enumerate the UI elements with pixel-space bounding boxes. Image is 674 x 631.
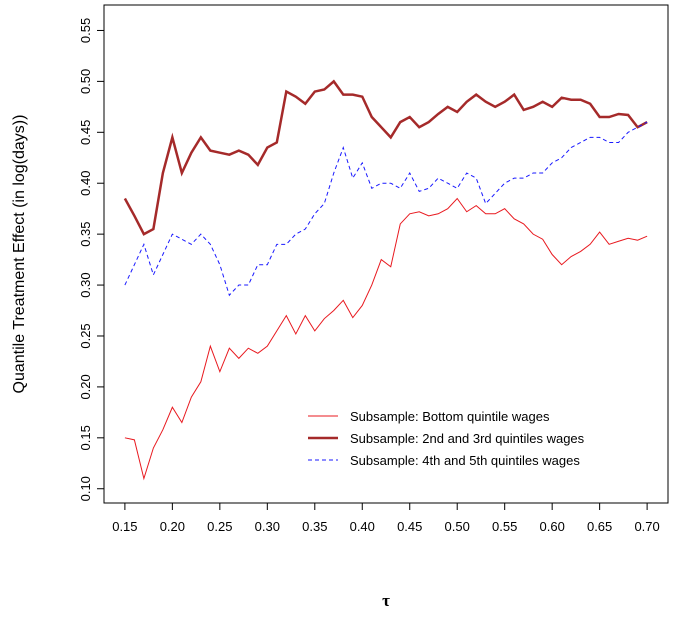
y-tick-label: 0.50 — [78, 69, 93, 94]
y-tick-label: 0.30 — [78, 272, 93, 297]
legend-label: Subsample: Bottom quintile wages — [350, 409, 550, 424]
x-tick-label: 0.15 — [112, 519, 137, 534]
series-line — [124, 121, 648, 297]
x-tick-label: 0.60 — [540, 519, 565, 534]
x-tick-label: 0.40 — [350, 519, 375, 534]
x-axis-label: τ — [382, 591, 390, 610]
y-tick-label: 0.40 — [78, 171, 93, 196]
y-tick-label: 0.10 — [78, 476, 93, 501]
y-tick-label: 0.45 — [78, 120, 93, 145]
x-tick-label: 0.35 — [302, 519, 327, 534]
series-line — [124, 197, 648, 481]
plot-frame — [103, 4, 669, 504]
legend-label: Subsample: 4th and 5th quintiles wages — [350, 453, 580, 468]
x-tick-label: 0.20 — [160, 519, 185, 534]
series-line — [123, 79, 648, 236]
x-tick-label: 0.70 — [634, 519, 659, 534]
y-tick-label: 0.15 — [78, 425, 93, 450]
y-axis-label: Quantile Treatment Effect (in log(days)) — [11, 115, 28, 394]
legend-label: Subsample: 2nd and 3rd quintiles wages — [350, 431, 585, 446]
x-tick-label: 0.65 — [587, 519, 612, 534]
x-tick-label: 0.30 — [255, 519, 280, 534]
x-tick-label: 0.55 — [492, 519, 517, 534]
y-tick-label: 0.20 — [78, 374, 93, 399]
x-tick-label: 0.50 — [445, 519, 470, 534]
x-tick-label: 0.25 — [207, 519, 232, 534]
x-tick-label: 0.45 — [397, 519, 422, 534]
y-tick-label: 0.55 — [78, 18, 93, 43]
y-tick-label: 0.25 — [78, 323, 93, 348]
y-tick-label: 0.35 — [78, 221, 93, 246]
